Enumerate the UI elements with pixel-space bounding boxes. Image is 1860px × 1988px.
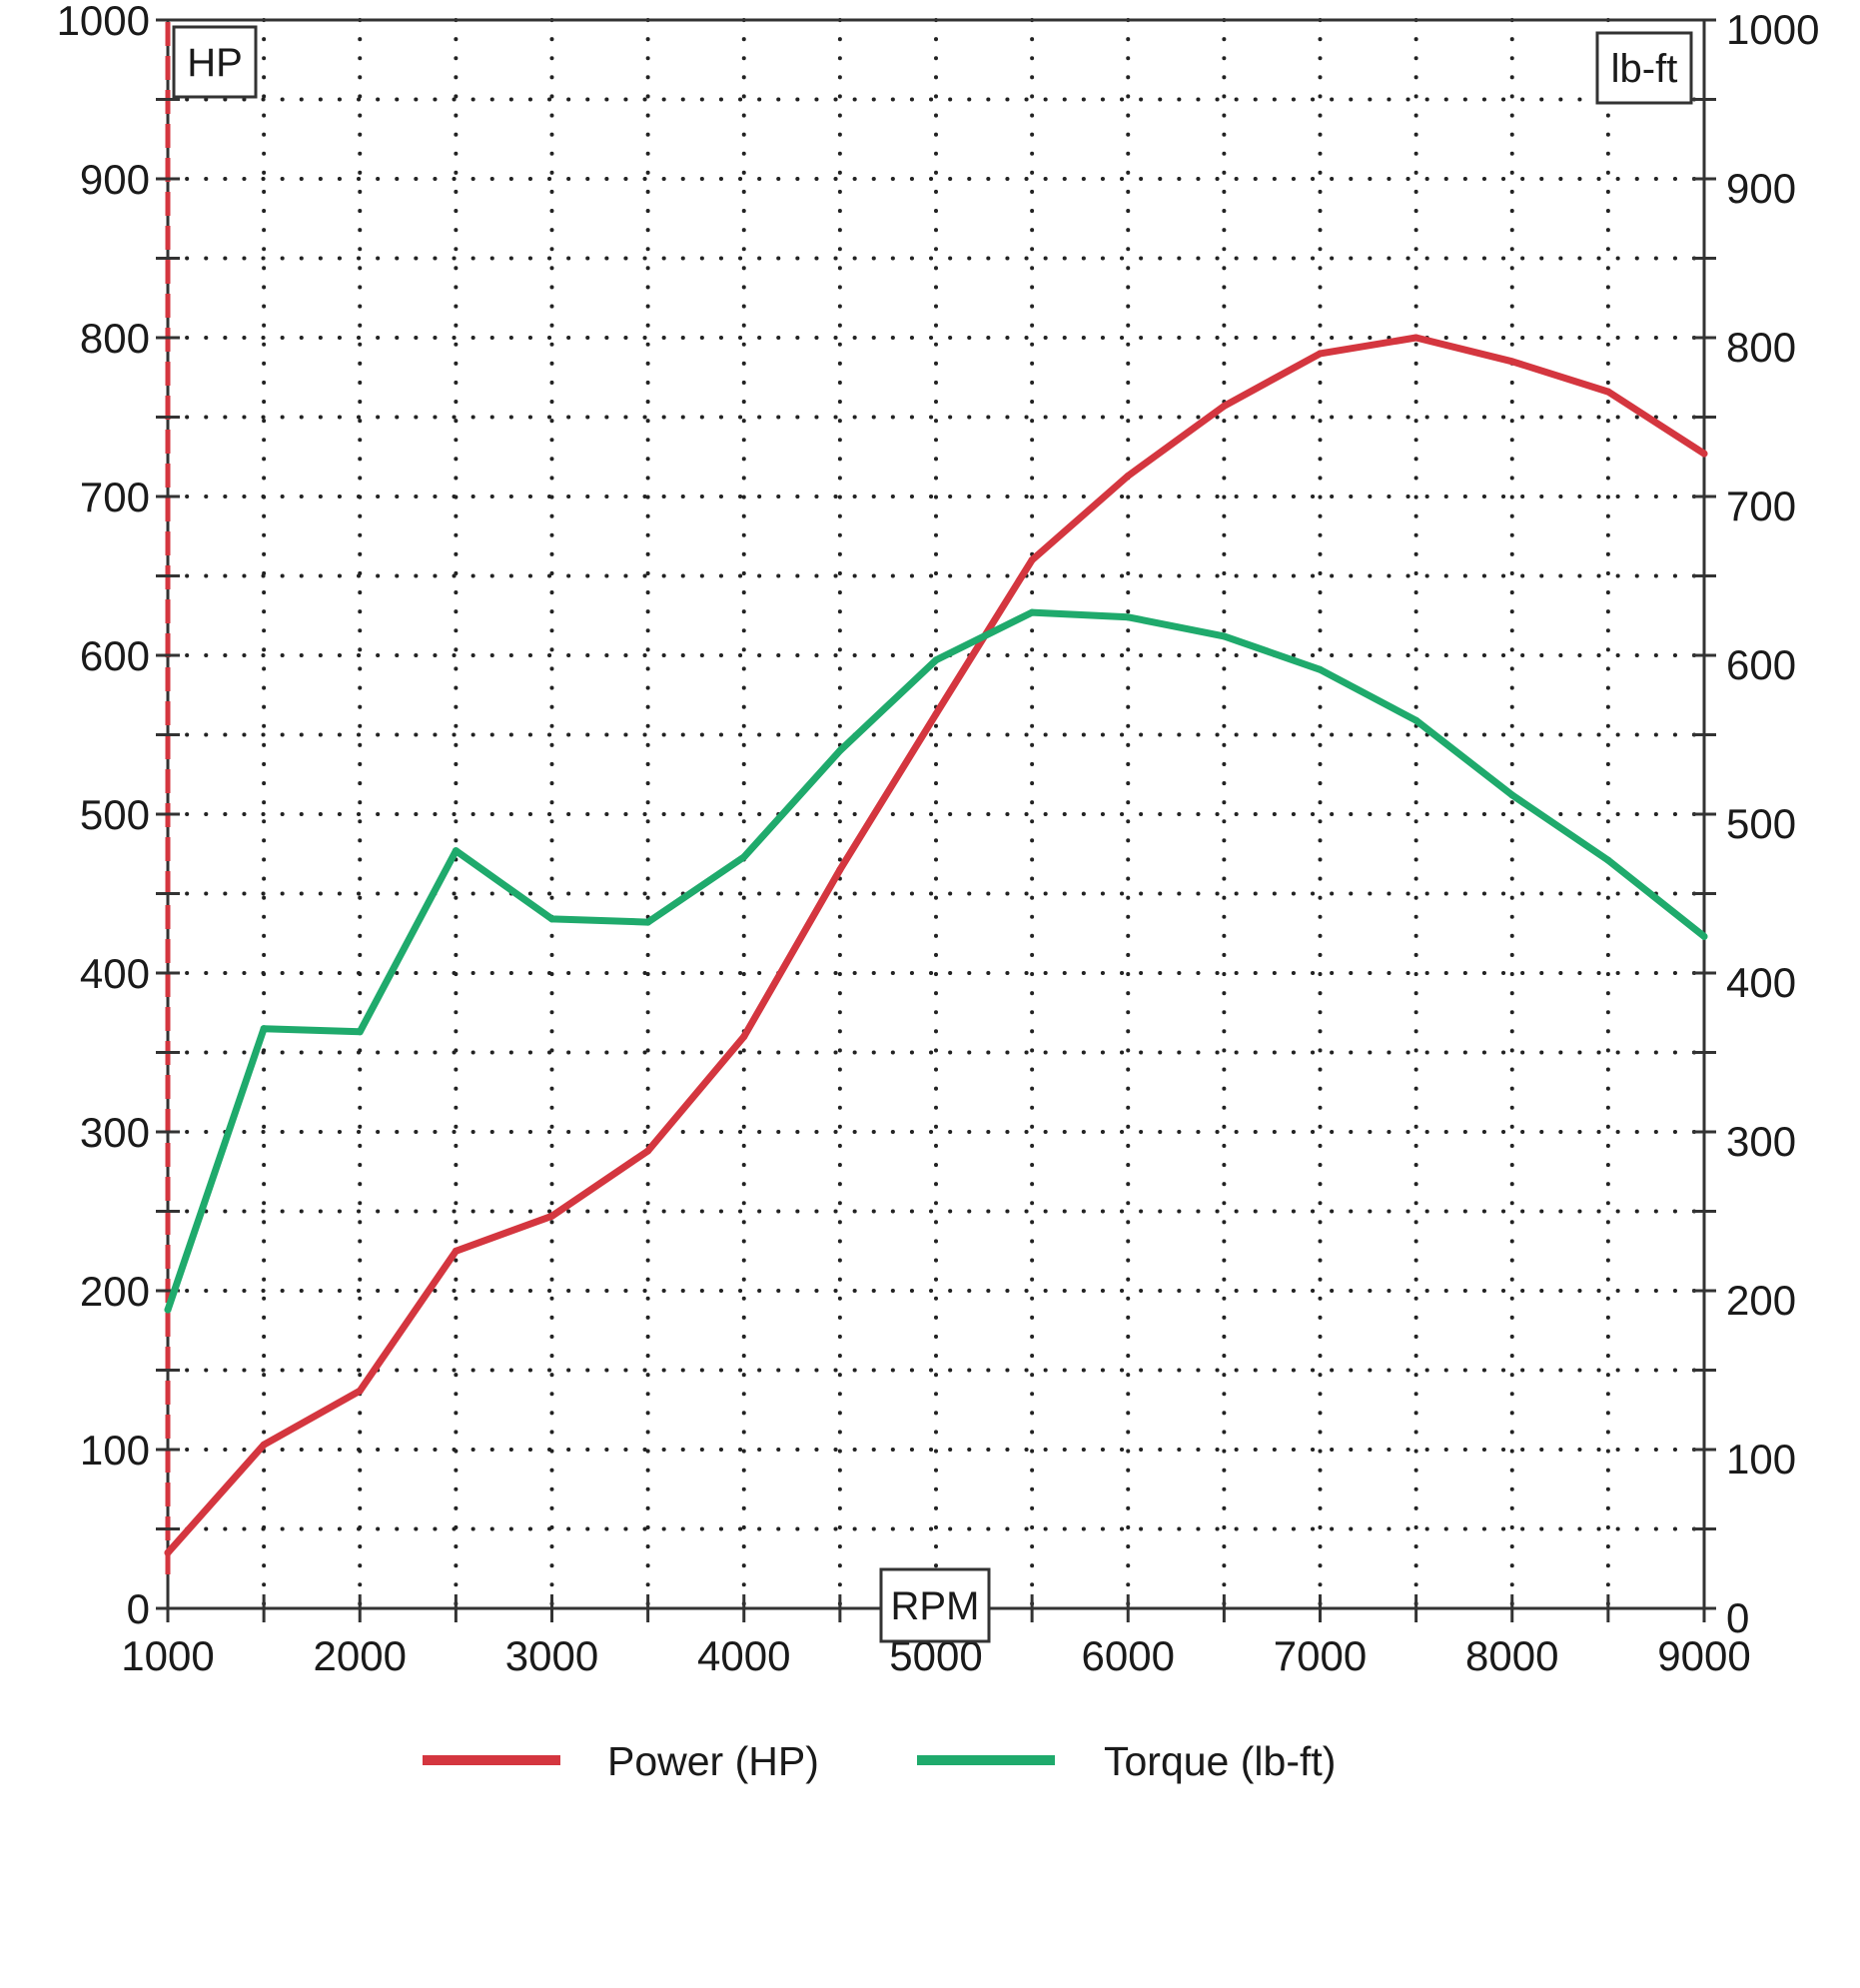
y-left-tick-label: 400	[80, 950, 150, 997]
legend-item-torque: Torque (lb-ft)	[917, 1738, 1336, 1784]
y-left-tick-label: 900	[80, 156, 150, 203]
y-right-tick-label: 800	[1726, 324, 1796, 371]
y-right-axis-label-box	[1595, 31, 1693, 105]
data-point-torque	[836, 746, 844, 754]
y-right-tick-label: 700	[1726, 483, 1796, 529]
data-point-torque	[740, 853, 748, 861]
data-point-torque	[1124, 613, 1132, 621]
data-point-torque	[1508, 791, 1516, 799]
legend: Power (HP) Torque (lb-ft)	[423, 1738, 1336, 1784]
data-point-torque	[932, 656, 940, 664]
data-point-power	[740, 1033, 748, 1041]
y-left-tick-label: 700	[80, 474, 150, 520]
data-point-power	[1604, 388, 1612, 396]
x-axis-label: RPM	[879, 1567, 991, 1643]
data-point-torque	[548, 915, 555, 923]
y-left-axis-label-box	[172, 25, 258, 99]
grid	[166, 18, 1706, 1610]
data-point-power	[1317, 350, 1324, 358]
data-point-power	[1220, 402, 1228, 410]
y-left-tick-label: 800	[80, 315, 150, 362]
data-point-power	[452, 1247, 460, 1255]
y-right-tick-label: 0	[1726, 1594, 1749, 1641]
data-point-torque	[1220, 632, 1228, 640]
y-right-axis-label: lb-ft	[1595, 31, 1693, 105]
x-tick-label: 7000	[1274, 1632, 1367, 1679]
data-point-torque	[1604, 856, 1612, 864]
x-tick-label: 3000	[505, 1632, 598, 1679]
data-point-torque	[260, 1025, 268, 1033]
data-point-power	[1508, 358, 1516, 366]
data-point-torque	[644, 918, 652, 926]
x-tick-label: 9000	[1657, 1632, 1750, 1679]
data-point-power	[1028, 556, 1036, 564]
x-axis-label-box	[879, 1567, 991, 1643]
x-axis-label-text: RPM	[891, 1584, 980, 1628]
y-left-axis-label: HP	[172, 25, 258, 99]
x-tick-label: 4000	[697, 1632, 790, 1679]
y-right-tick-label: 100	[1726, 1436, 1796, 1483]
legend-label: Torque (lb-ft)	[1104, 1738, 1336, 1784]
data-point-torque	[356, 1028, 364, 1036]
y-left-tick-label: 200	[80, 1268, 150, 1315]
data-point-power	[260, 1441, 268, 1449]
y-left-tick-label: 1000	[57, 0, 150, 44]
axis-labels: 1000 2000 3000 4000 5000 6000 7000 8000 90000100…	[57, 0, 1820, 1679]
y-left-tick-label: 600	[80, 632, 150, 679]
data-point-torque	[1700, 932, 1708, 940]
data-point-torque	[452, 847, 460, 855]
data-point-power	[932, 710, 940, 718]
y-right-tick-label: 600	[1726, 641, 1796, 688]
y-left-axis-label-text: HP	[187, 41, 243, 85]
x-tick-label: 2000	[314, 1632, 407, 1679]
y-right-tick-label: 300	[1726, 1118, 1796, 1165]
data-point-power	[644, 1147, 652, 1155]
data-point-torque	[1317, 665, 1324, 673]
y-right-axis-label-text: lb-ft	[1611, 47, 1678, 91]
y-left-tick-label: 100	[80, 1427, 150, 1474]
data-point-torque	[1028, 608, 1036, 616]
data-point-power	[356, 1387, 364, 1395]
legend-label: Power (HP)	[607, 1738, 819, 1784]
data-point-torque	[164, 1306, 172, 1314]
data-point-power	[164, 1548, 172, 1556]
data-point-torque	[1412, 716, 1420, 724]
y-right-tick-label: 500	[1726, 800, 1796, 847]
y-right-tick-label: 200	[1726, 1277, 1796, 1324]
x-tick-label: 8000	[1465, 1632, 1558, 1679]
y-right-tick-label: 900	[1726, 165, 1796, 212]
data-point-power	[1412, 334, 1420, 342]
y-right-tick-label: 400	[1726, 959, 1796, 1006]
data-point-power	[1124, 472, 1132, 480]
y-right-tick-label: 1000	[1726, 6, 1819, 53]
legend-item-power: Power (HP)	[423, 1738, 819, 1784]
y-left-tick-label: 500	[80, 791, 150, 838]
data-point-power	[548, 1212, 555, 1220]
series	[164, 334, 1708, 1556]
data-point-power	[1700, 450, 1708, 458]
x-tick-label: 1000	[121, 1632, 214, 1679]
y-left-tick-label: 0	[127, 1585, 150, 1632]
x-tick-label: 6000	[1082, 1632, 1175, 1679]
data-point-power	[836, 866, 844, 874]
y-left-tick-label: 300	[80, 1109, 150, 1156]
